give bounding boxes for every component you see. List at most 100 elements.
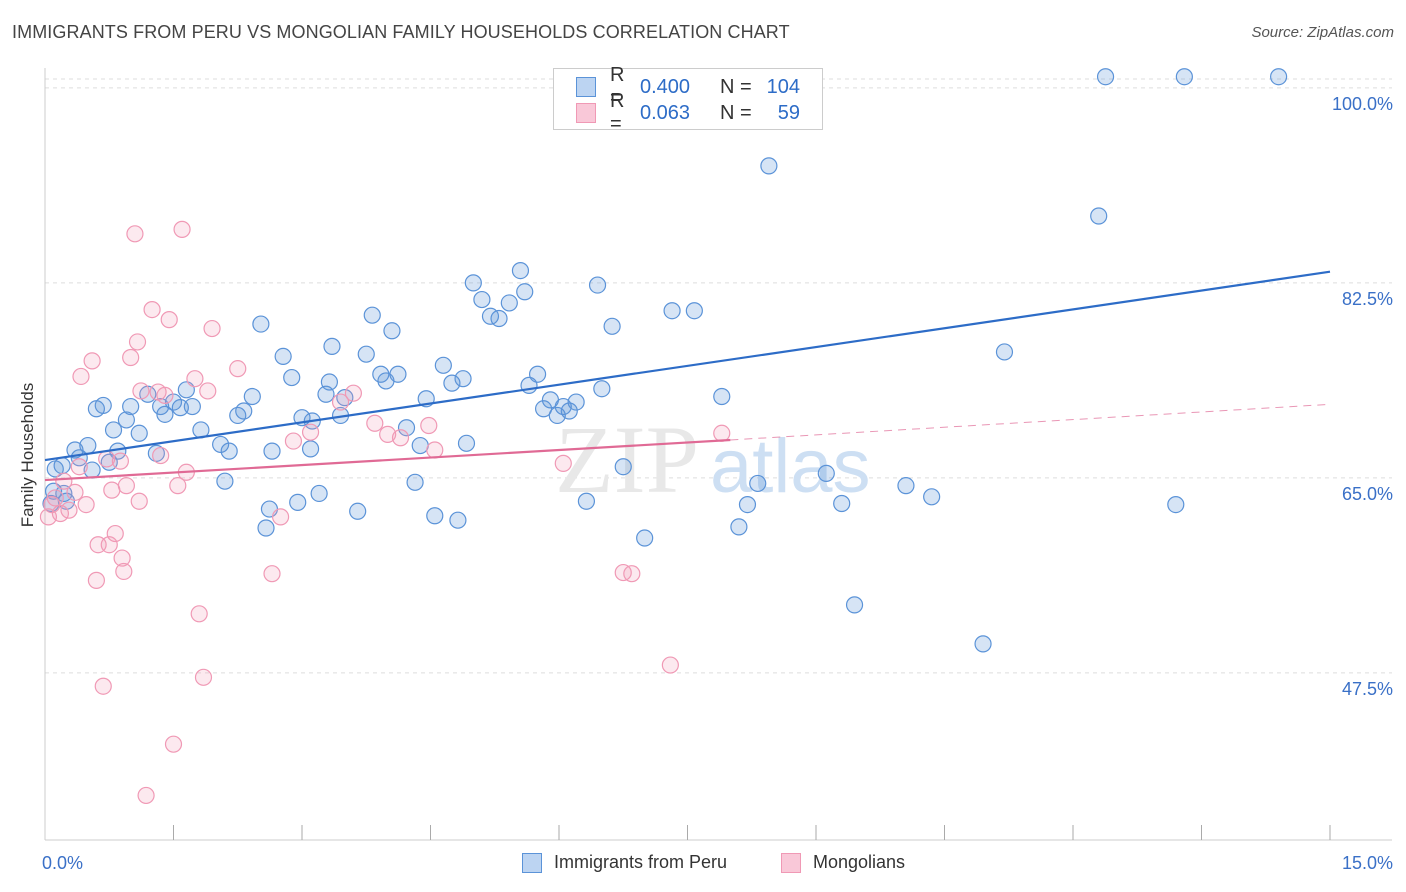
data-point-peru — [457, 434, 476, 452]
data-point-peru — [760, 157, 778, 175]
data-point-peru — [738, 496, 757, 514]
legend-n-value: 59 — [777, 101, 800, 124]
data-point-peru — [636, 529, 654, 547]
data-point-peru — [1175, 68, 1193, 86]
data-point-peru — [130, 424, 148, 442]
data-point-mongolians — [128, 333, 147, 351]
data-point-peru — [94, 396, 112, 415]
data-point-peru — [567, 393, 585, 411]
data-point-peru — [44, 482, 63, 500]
data-point-mongolians — [391, 429, 410, 447]
legend-n-value: 104 — [766, 75, 800, 98]
data-point-peru — [490, 309, 508, 328]
data-point-mongolians — [122, 348, 140, 367]
data-point-mongolians — [203, 319, 221, 338]
data-point-mongolians — [51, 504, 70, 523]
source-label: Source: ZipAtlas.com — [1251, 24, 1394, 41]
data-point-peru — [685, 302, 703, 320]
data-point-peru — [122, 397, 140, 416]
data-point-mongolians — [173, 220, 191, 238]
data-point-mongolians — [420, 416, 438, 435]
bottom-legend-label-mongolians: Mongolians — [813, 852, 906, 872]
data-point-mongolians — [271, 508, 290, 526]
data-point-peru — [283, 368, 301, 387]
data-point-mongolians — [94, 677, 112, 695]
trend-line-peru — [44, 270, 1331, 462]
data-point-mongolians — [117, 477, 135, 495]
data-point-peru — [397, 419, 416, 437]
data-point-peru — [1090, 207, 1108, 225]
bottom-legend-mongolians: Mongolians — [781, 852, 905, 873]
data-point-peru — [220, 442, 238, 460]
data-point-mongolians — [263, 565, 281, 583]
data-point-peru — [183, 397, 201, 416]
legend-r-value: 0.063 — [640, 101, 691, 124]
data-point-peru — [1167, 496, 1185, 514]
y-tick-label: 47.5% — [1342, 679, 1393, 699]
data-point-peru — [434, 356, 452, 374]
legend-row-peru: R = 0.400 N = 104 — [576, 64, 800, 109]
data-point-peru — [923, 488, 941, 506]
data-point-peru — [349, 502, 367, 520]
data-point-peru — [152, 397, 170, 416]
data-point-peru — [614, 458, 632, 476]
data-point-peru — [320, 373, 339, 391]
bottom-legend-swatch-peru — [522, 852, 542, 873]
data-point-peru — [534, 400, 553, 418]
chart-title: IMMIGRANTS FROM PERU VS MONGOLIAN FAMILY… — [12, 22, 790, 42]
data-point-peru — [603, 317, 621, 335]
legend-r-label: R = — [610, 90, 625, 135]
legend-row-mongolians: R = 0.063 N = 59 — [576, 90, 800, 135]
data-point-peru — [713, 387, 731, 406]
data-point-peru — [274, 347, 292, 365]
legend-swatch-peru — [576, 77, 596, 97]
data-point-mongolians — [301, 423, 320, 441]
data-point-peru — [252, 315, 270, 333]
data-point-peru — [389, 365, 407, 383]
data-point-mongolians — [113, 549, 131, 567]
data-point-peru — [301, 440, 320, 458]
data-point-mongolians — [661, 656, 679, 674]
data-point-peru — [164, 393, 183, 411]
data-point-mongolians — [60, 501, 78, 519]
data-point-mongolians — [77, 496, 95, 514]
x-tick-label: 0.0% — [42, 853, 83, 873]
data-point-mongolians — [66, 483, 84, 501]
data-point-mongolians — [614, 563, 632, 582]
data-point-peru — [383, 322, 401, 340]
data-point-peru — [516, 283, 534, 301]
data-point-peru — [323, 337, 341, 355]
trend-line-mongolians — [44, 438, 731, 482]
data-point-mongolians — [103, 481, 121, 499]
data-point-peru — [500, 294, 518, 312]
data-point-peru — [588, 276, 607, 294]
data-point-peru — [79, 436, 97, 455]
data-point-mongolians — [100, 536, 118, 554]
data-point-peru — [117, 411, 135, 429]
data-point-mongolians — [623, 565, 641, 583]
data-point-peru — [406, 473, 424, 491]
data-point-mongolians — [70, 458, 88, 476]
data-point-peru — [53, 457, 71, 475]
data-point-mongolians — [186, 370, 204, 388]
data-point-peru — [833, 494, 851, 513]
watermark: ZIP atlas — [555, 406, 871, 513]
data-point-mongolians — [132, 382, 150, 400]
data-point-mongolians — [111, 452, 129, 470]
data-point-peru — [289, 493, 307, 511]
data-point-peru — [528, 365, 547, 383]
data-point-peru — [817, 464, 835, 482]
bottom-legend-label-peru: Immigrants from Peru — [554, 852, 728, 872]
data-point-mongolians — [194, 668, 213, 686]
data-point-peru — [1269, 68, 1288, 86]
data-point-mongolians — [284, 432, 303, 450]
tick-labels: 47.5% 65.0% 82.5% 100.0% 0.0% 15.0% — [42, 94, 1393, 873]
grid-lines — [45, 78, 1392, 674]
data-point-peru — [593, 380, 611, 398]
bottom-legend-swatch-mongolians — [781, 852, 801, 873]
data-point-peru — [426, 507, 444, 525]
data-point-mongolians — [199, 382, 217, 400]
trend-lines — [44, 270, 1331, 482]
data-point-mongolians — [137, 786, 155, 805]
